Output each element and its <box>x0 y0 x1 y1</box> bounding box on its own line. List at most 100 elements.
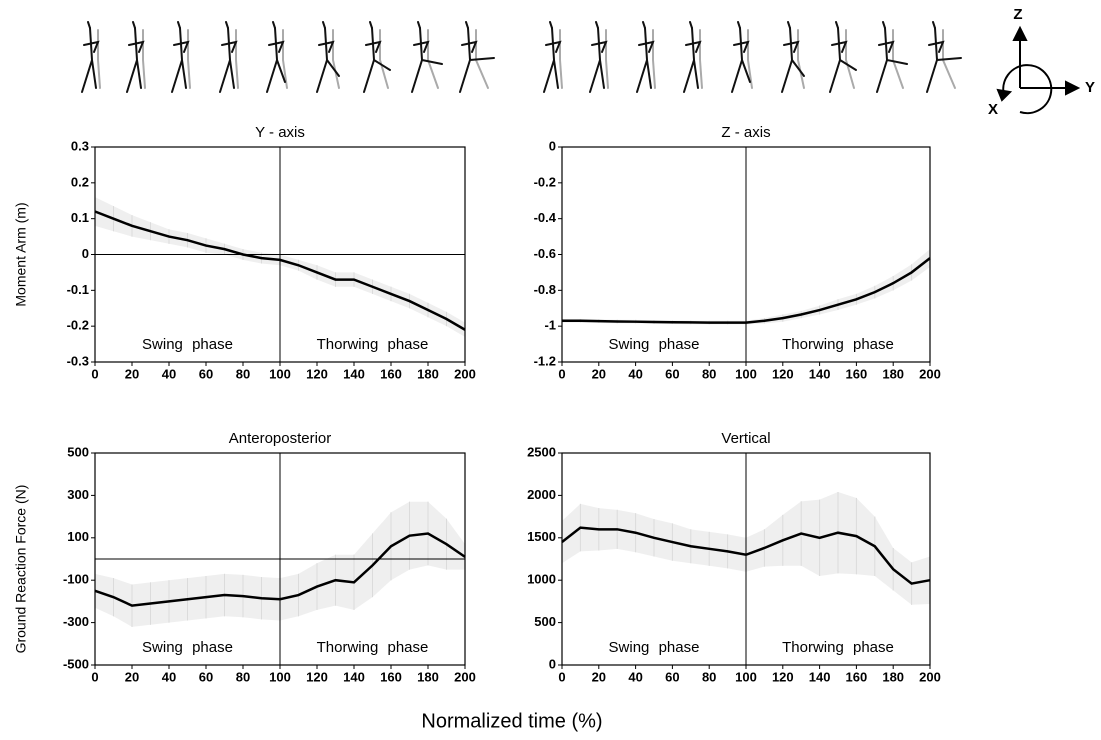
y-tick-label: 2500 <box>527 444 556 459</box>
x-tick-label: 140 <box>343 669 365 684</box>
stick-figures <box>81 21 962 93</box>
stick-figure <box>126 27 145 93</box>
y-tick-label: -0.2 <box>67 318 89 333</box>
phase-label: Thorwing phase <box>317 336 429 353</box>
y-tick-label: 0 <box>82 246 89 261</box>
x-tick-label: 180 <box>417 366 439 381</box>
x-tick-label: 60 <box>665 669 679 684</box>
x-tick-label: 180 <box>417 669 439 684</box>
x-tick-label: 20 <box>592 366 606 381</box>
stick-figure <box>926 27 962 93</box>
y-tick-label: 500 <box>534 614 556 629</box>
stick-head <box>835 21 839 29</box>
x-tick-label: 160 <box>846 669 868 684</box>
stick-figure-back <box>559 29 563 89</box>
stick-figure <box>876 27 908 93</box>
stick-head <box>642 21 646 29</box>
x-tick-label: 100 <box>269 366 291 381</box>
stick-figure-back <box>747 29 753 89</box>
y-tick-label: -1 <box>544 318 556 333</box>
x-tick-label: 100 <box>735 669 757 684</box>
x-tick-label: 200 <box>919 366 941 381</box>
stick-figure-back <box>97 29 101 89</box>
stick-figure-back <box>427 29 439 89</box>
stick-head <box>369 21 373 29</box>
stick-figure <box>81 27 100 93</box>
x-tick-label: 60 <box>199 366 213 381</box>
stick-figure <box>636 27 655 93</box>
stick-head <box>932 21 936 29</box>
stick-head <box>595 21 599 29</box>
stick-figure-back <box>699 29 703 89</box>
chart-title: Vertical <box>721 430 770 447</box>
stick-head <box>132 21 136 29</box>
stick-head <box>417 21 421 29</box>
x-tick-label: 20 <box>125 366 139 381</box>
stick-figure-back <box>332 29 340 89</box>
y-tick-label: 0.3 <box>71 138 89 153</box>
x-tick-label: 200 <box>454 669 476 684</box>
stick-head <box>225 21 229 29</box>
stick-figure-back <box>797 29 805 89</box>
x-tick-label: 120 <box>772 669 794 684</box>
x-tick-label: 80 <box>236 366 250 381</box>
stick-figure-back <box>187 29 191 89</box>
mean-line <box>561 526 931 585</box>
phase-label: Swing phase <box>142 336 233 353</box>
x-tick-label: 40 <box>628 669 642 684</box>
chart-title: Anteroposterior <box>229 430 332 447</box>
y-tick-label: 0.2 <box>71 174 89 189</box>
phase-label: Thorwing phase <box>317 639 429 656</box>
mean-line <box>94 210 466 331</box>
x-axis-label: Normalized time (%) <box>421 710 602 732</box>
phase-label: Swing phase <box>142 639 233 656</box>
x-tick-label: 40 <box>628 366 642 381</box>
x-tick-label: 80 <box>236 669 250 684</box>
x-tick-label: 120 <box>306 669 328 684</box>
axis-z-label: Z <box>1013 6 1022 23</box>
x-tick-label: 60 <box>199 669 213 684</box>
stick-head <box>882 21 886 29</box>
stick-head <box>465 21 469 29</box>
x-tick-label: 0 <box>558 366 565 381</box>
stick-figure <box>363 27 391 93</box>
x-tick-label: 120 <box>306 366 328 381</box>
stick-figure <box>589 27 608 93</box>
stick-figure <box>219 27 238 93</box>
y-tick-label: -0.4 <box>534 210 557 225</box>
y-tick-label: -500 <box>63 656 89 671</box>
x-tick-label: 0 <box>91 669 98 684</box>
stick-head <box>177 21 181 29</box>
stick-head <box>87 21 91 29</box>
y-axis-label: Ground Reaction Force (N) <box>13 485 29 654</box>
stick-figure <box>543 27 562 93</box>
y-tick-label: 0.1 <box>71 210 89 225</box>
stick-figure <box>731 27 751 93</box>
stick-head <box>787 21 791 29</box>
x-tick-label: 40 <box>162 669 176 684</box>
x-tick-label: 180 <box>882 366 904 381</box>
stick-head <box>549 21 553 29</box>
error-band <box>95 501 465 627</box>
y-tick-label: 0 <box>549 656 556 671</box>
stick-figure-back <box>282 29 288 89</box>
x-tick-label: 80 <box>702 366 716 381</box>
y-tick-label: 2000 <box>527 487 556 502</box>
x-tick-label: 80 <box>702 669 716 684</box>
axis-y-label: Y <box>1085 79 1095 96</box>
x-tick-label: 0 <box>91 366 98 381</box>
phase-label: Swing phase <box>609 639 700 656</box>
stick-figure-back <box>605 29 609 89</box>
stick-figure <box>829 27 857 93</box>
x-tick-label: 60 <box>665 366 679 381</box>
y-tick-label: 300 <box>67 487 89 502</box>
y-tick-label: -0.3 <box>67 353 89 368</box>
phase-label: Thorwing phase <box>782 639 894 656</box>
y-tick-label: -0.6 <box>534 246 556 261</box>
y-tick-label: -0.8 <box>534 282 556 297</box>
y-axis-label: Moment Arm (m) <box>13 202 29 306</box>
stick-head <box>689 21 693 29</box>
y-tick-label: 1500 <box>527 529 556 544</box>
stick-figure-back <box>652 29 656 89</box>
x-tick-label: 140 <box>809 669 831 684</box>
